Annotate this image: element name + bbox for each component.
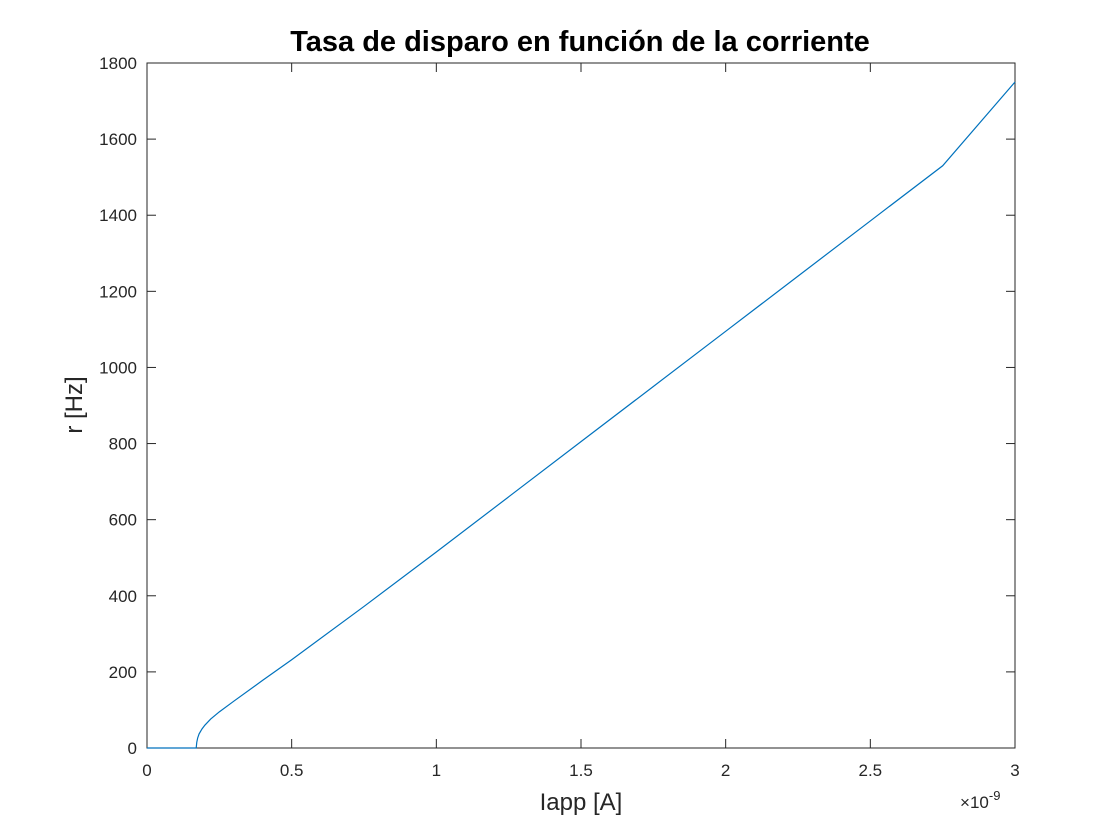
chart-title: Tasa de disparo en función de la corrien… [290,26,870,58]
x-tick-label: 0 [142,761,151,780]
y-tick-label: 1200 [99,282,137,301]
x-axis-label: Iapp [A] [540,789,623,816]
y-tick-label: 1400 [99,206,137,225]
exponent-base: 10 [970,793,989,812]
y-tick-label: 800 [109,435,137,454]
y-tick-label: 1000 [99,358,137,377]
x-tick-label: 1.5 [569,761,593,780]
series-line [147,81,1016,749]
x-tick-label: 2.5 [859,761,883,780]
x-tick-label: 0.5 [280,761,304,780]
y-axis-label: r [Hz] [61,376,88,433]
y-tick-label: 400 [109,587,137,606]
exponent-power: -9 [989,788,1001,803]
y-tick-label: 1600 [99,130,137,149]
y-tick-label: 1800 [99,54,137,73]
y-tick-label: 0 [128,739,137,758]
plot-area [146,62,1016,749]
x-tick-labels: 0 0.5 1 1.5 2 2.5 3 [142,761,1019,780]
y-tick-label: 200 [109,663,137,682]
x-axis-exponent: ×10-9 [960,788,1000,812]
x-tick-label: 3 [1010,761,1019,780]
x-tick-label: 1 [432,761,441,780]
x-tick-label: 2 [721,761,730,780]
times-sign: × [960,793,970,812]
y-tick-labels: 0 200 400 600 800 1000 1200 1400 1600 1800 [99,54,137,758]
y-tick-label: 600 [109,511,137,530]
